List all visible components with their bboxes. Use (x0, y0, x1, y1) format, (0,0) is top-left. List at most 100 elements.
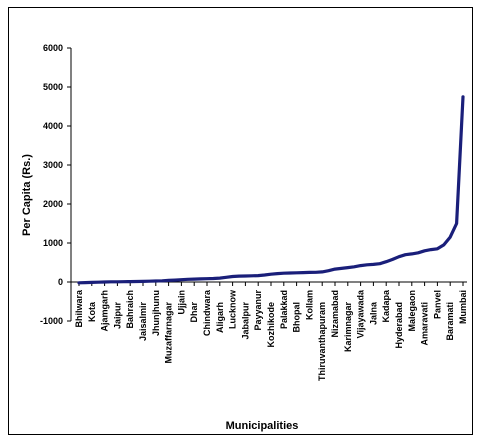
x-tick-label: Ajamgarh (100, 290, 110, 332)
data-point (321, 271, 324, 273)
x-tick-label: Panvel (432, 290, 442, 319)
data-point (219, 277, 221, 279)
data-point (334, 268, 336, 270)
data-point (161, 280, 163, 282)
x-tick-label: Jabalpur (240, 302, 250, 340)
data-point (84, 281, 87, 284)
data-point (257, 274, 259, 277)
data-point (135, 280, 138, 283)
data-point (417, 251, 420, 254)
x-tick-label: Malegaon (407, 290, 417, 332)
x-tick-label: Jaisalmir (138, 302, 148, 342)
data-point (379, 262, 381, 265)
x-tick-label: Thiruvanthapuram (317, 302, 327, 381)
x-tick-label: Palakkad (279, 290, 289, 329)
y-axis-title: Per Capita (Rs.) (21, 154, 33, 236)
series-per-capita (77, 95, 465, 285)
x-tick-label: Kadapa (381, 289, 391, 323)
x-tick-label: Kota (87, 301, 97, 322)
data-point (193, 278, 195, 280)
x-axis: Bhilwara Kota Ajamgarh Jaipur Bahraich Jaisal… (71, 281, 468, 381)
y-axis: -1000 0 1000 2000 3000 4000 5000 6000 (40, 43, 72, 326)
data-point (308, 271, 311, 274)
chart-frame: -1000 0 1000 2000 3000 4000 5000 6000 Bhilwara K… (8, 7, 473, 435)
x-tick-label: Dhar (189, 302, 199, 323)
data-point (327, 269, 330, 272)
data-point (270, 273, 272, 276)
data-point (455, 222, 458, 225)
y-tick-label: 3000 (43, 160, 63, 170)
x-tick-label: Payyanur (253, 290, 263, 331)
data-point (78, 281, 80, 284)
y-tick-label: 4000 (43, 121, 63, 131)
data-point (103, 281, 106, 283)
data-point (295, 272, 298, 274)
data-point (225, 276, 227, 279)
x-tick-label: Chindwara (202, 289, 212, 336)
data-point (263, 274, 266, 276)
y-tick-label: 6000 (43, 43, 63, 53)
data-point (123, 280, 125, 283)
x-tick-label: Muzaffarnagar (164, 302, 174, 364)
data-point (116, 281, 119, 283)
data-point (244, 275, 247, 277)
data-point (385, 260, 388, 263)
data-point (238, 275, 240, 277)
data-point (302, 271, 304, 274)
data-point (199, 278, 202, 280)
data-point (251, 274, 253, 277)
x-tick-label: Bhilwara (74, 289, 84, 328)
x-tick-label: Aligarh (215, 302, 225, 333)
x-tick-label: Jalna (368, 301, 378, 325)
data-point (423, 250, 426, 252)
data-point (366, 264, 368, 266)
x-tick-label: Ujjain (176, 290, 186, 315)
data-point (340, 267, 343, 270)
data-point (148, 280, 151, 283)
data-point (187, 278, 189, 281)
y-tick-label: 0 (58, 277, 63, 287)
data-point (436, 248, 439, 250)
y-tick-label: 2000 (43, 199, 63, 209)
data-point (353, 265, 356, 268)
y-tick-label: 5000 (43, 82, 63, 92)
data-point (97, 281, 99, 283)
data-point (231, 275, 234, 278)
data-point (206, 277, 208, 280)
data-point (283, 272, 285, 275)
x-tick-label: Kozhikode (266, 302, 276, 348)
data-point (404, 253, 407, 256)
x-tick-label: Mumbai (458, 290, 468, 324)
x-tick-label: Lucknow (228, 289, 238, 329)
data-point (391, 258, 394, 261)
x-tick-label: Jaipur (112, 302, 122, 330)
data-point (91, 281, 93, 284)
data-point (167, 279, 170, 282)
x-tick-label: Kollam (304, 290, 314, 320)
y-tick-label: -1000 (40, 316, 63, 326)
data-point (443, 244, 445, 246)
data-point (398, 255, 400, 258)
data-point (110, 281, 112, 283)
x-tick-label: Karimnagar (343, 302, 353, 353)
x-tick-label: Amaravati (420, 302, 430, 346)
x-tick-label: Bahraich (125, 290, 135, 329)
y-tick-label: 1000 (43, 238, 63, 248)
data-point (129, 280, 131, 283)
x-tick-label: Nizamabad (330, 290, 340, 338)
data-point (411, 253, 413, 255)
data-point (180, 278, 183, 281)
x-tick-label: Baramati (445, 302, 455, 341)
x-tick-label: Bhopal (292, 302, 302, 333)
data-point (276, 272, 279, 275)
x-tick-label: Jhunjhunu (151, 290, 161, 336)
data-point (430, 248, 432, 251)
data-point (347, 266, 349, 269)
data-point (142, 280, 144, 283)
data-point (212, 277, 215, 280)
x-tick-label: Vijayawada (356, 289, 366, 338)
x-tick-label: Hyderabad (394, 302, 404, 349)
data-point (372, 263, 375, 266)
data-point (462, 95, 464, 98)
